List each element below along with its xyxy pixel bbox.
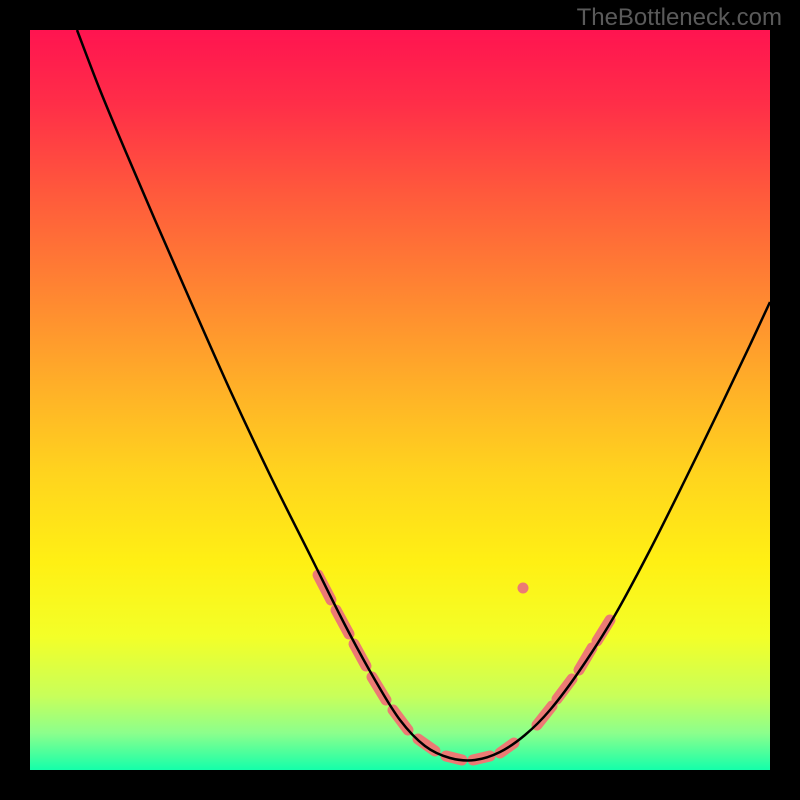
- plot-background: [30, 30, 770, 770]
- chart-frame: TheBottleneck.com: [0, 0, 800, 800]
- chart-svg: [0, 0, 800, 800]
- watermark-text: TheBottleneck.com: [577, 4, 782, 32]
